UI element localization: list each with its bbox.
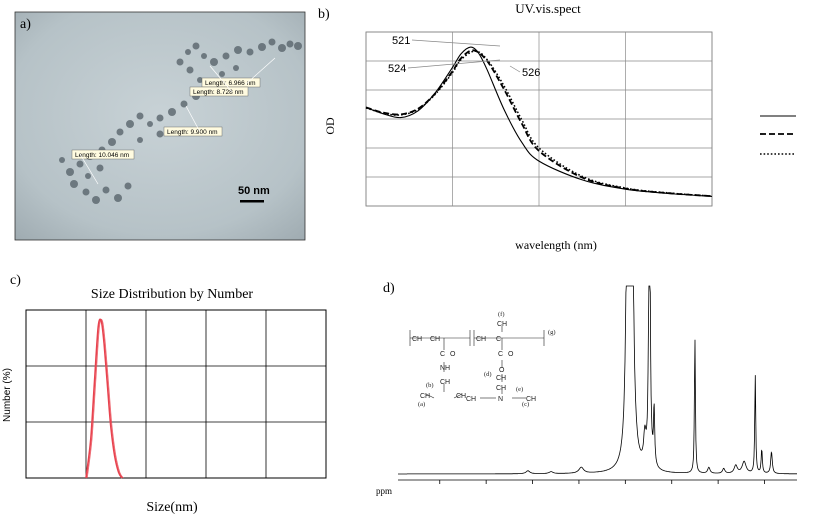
uv-plot-area: [365, 31, 713, 207]
panel-c: c) Size Distribution by Number Size(nm) …: [2, 273, 327, 515]
uv-xlabel: wavelength (nm): [515, 238, 597, 252]
svg-text:CH: CH: [497, 321, 507, 328]
panel-c-label: c): [10, 273, 21, 288]
svg-text:NH: NH: [440, 365, 450, 372]
structure-label: (c): [522, 401, 529, 408]
panel-b: b) UV.vis.spect wavelength (nm) OD 521 5…: [318, 1, 796, 252]
svg-text:O: O: [508, 351, 514, 358]
peak-annotation-524: 524: [388, 63, 406, 75]
measurement-label: Length: 10.046 nm: [75, 152, 129, 159]
uv-legend: [760, 115, 796, 155]
scale-bar-label: 50 nm: [238, 185, 270, 197]
panel-b-label: b): [318, 7, 330, 22]
nmr-spectrum-line: [398, 285, 797, 475]
dls-distribution-line: [86, 318, 124, 479]
uv-title: UV.vis.spect: [515, 1, 581, 16]
svg-text:CH: CH: [496, 385, 506, 392]
svg-text:CH: CH: [430, 336, 440, 343]
svg-text:CH: CH: [456, 393, 466, 400]
measurement-label: Length: 8.728 nm: [193, 89, 244, 96]
structure-label: (g): [548, 329, 556, 336]
dls-plot-frame: [25, 309, 327, 479]
structure-labels: (f) (g) (b) (a) (d) (e) (c): [418, 311, 556, 408]
measurement-label: Length: 9.900 nm: [167, 129, 218, 136]
svg-text:CH: CH: [476, 336, 486, 343]
panel-a-label: a): [20, 17, 31, 32]
peak-annotation-521: 521: [392, 35, 410, 47]
svg-text:CH: CH: [496, 375, 506, 382]
structure-label: (a): [418, 401, 425, 408]
svg-text:O: O: [450, 351, 456, 358]
uv-ylabel: OD: [323, 117, 337, 135]
svg-text:CH: CH: [420, 393, 430, 400]
svg-text:C: C: [440, 351, 445, 358]
svg-text:CH: CH: [412, 336, 422, 343]
svg-text:CH: CH: [526, 396, 536, 403]
structure-label: (e): [516, 386, 523, 393]
dls-distribution-line: [85, 318, 123, 479]
panel-a: a) Length: 6.966 nm Length: 8.728 nm Len…: [14, 11, 306, 241]
measurement-label: Length: 6.966 nm: [205, 80, 256, 87]
panel-d-label: d): [383, 281, 395, 296]
svg-text:N: N: [498, 396, 503, 403]
dls-ylabel: Number (%): [2, 368, 13, 422]
tem-measurement-labels: Length: 6.966 nm Length: 8.728 nm Length…: [71, 57, 276, 185]
dls-xlabel: Size(nm): [146, 500, 198, 515]
svg-text:O: O: [499, 367, 505, 374]
dls-title: Size Distribution by Number: [91, 287, 253, 302]
svg-text:C: C: [496, 336, 501, 343]
structure-label: (d): [484, 371, 492, 378]
tem-particle-cluster: [59, 38, 302, 204]
structure-label: (b): [426, 382, 434, 389]
polymer-structure: [409, 326, 545, 399]
peak-annotation-526: 526: [522, 67, 540, 79]
uv-series-line-solid: [365, 46, 713, 197]
nmr-xlabel: ppm: [376, 486, 392, 496]
svg-text:C: C: [498, 351, 503, 358]
structure-label: (f): [498, 311, 505, 318]
svg-text:CH: CH: [466, 396, 476, 403]
nmr-spectrum: [398, 285, 797, 484]
svg-text:CH: CH: [440, 379, 450, 386]
dls-plot-area: [25, 309, 327, 479]
scale-bar: [240, 200, 264, 203]
uv-series-line-dotted: [365, 50, 713, 197]
